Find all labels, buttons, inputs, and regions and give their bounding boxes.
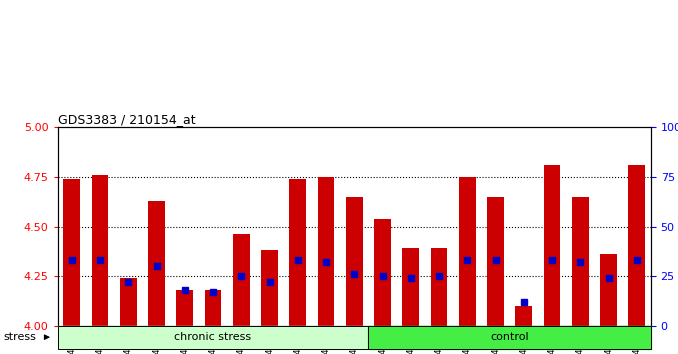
Text: stress: stress xyxy=(3,332,36,342)
Bar xyxy=(176,290,193,326)
Bar xyxy=(346,197,363,326)
Bar xyxy=(63,179,80,326)
Bar xyxy=(92,175,108,326)
Bar xyxy=(515,306,532,326)
Bar xyxy=(290,179,306,326)
Bar xyxy=(120,278,137,326)
Bar xyxy=(572,197,589,326)
Bar xyxy=(233,234,250,326)
Bar xyxy=(374,219,391,326)
Bar xyxy=(205,290,222,326)
Bar xyxy=(402,249,419,326)
Bar xyxy=(629,165,645,326)
Bar xyxy=(544,165,561,326)
Bar xyxy=(148,201,165,326)
Bar xyxy=(487,197,504,326)
Text: control: control xyxy=(490,332,529,342)
Bar xyxy=(261,250,278,326)
Bar xyxy=(317,177,334,326)
Text: GDS3383 / 210154_at: GDS3383 / 210154_at xyxy=(58,113,195,126)
Bar xyxy=(600,254,617,326)
Bar xyxy=(431,249,447,326)
Bar xyxy=(459,177,476,326)
Text: chronic stress: chronic stress xyxy=(174,332,252,342)
